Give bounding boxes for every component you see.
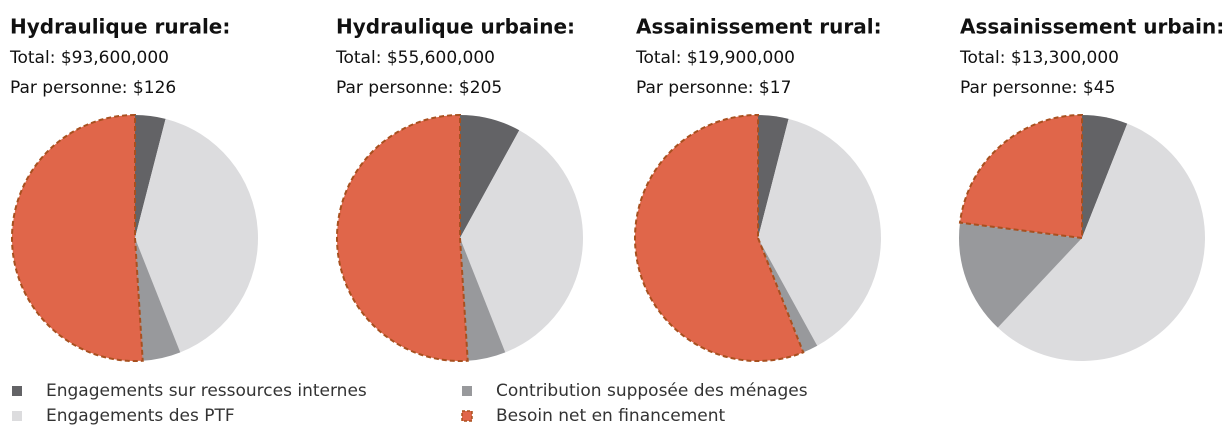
pie-slice: [335, 113, 469, 362]
pie-title: Assainissement rural:: [636, 15, 882, 39]
pie-slice: [997, 123, 1206, 362]
total-label: Total: $55,600,000: [335, 48, 495, 68]
pie-slice: [758, 238, 818, 353]
pie-slice: [10, 113, 144, 362]
pie-slice: [460, 238, 506, 361]
legend-swatch: [461, 410, 473, 422]
pie-slice: [634, 113, 805, 362]
pie-title: Hydraulique rurale:: [10, 15, 230, 39]
pie-slice: [135, 118, 258, 353]
legend-swatch: [12, 386, 22, 396]
pie-slice: [135, 238, 181, 361]
legend-label: Contribution supposée des ménages: [496, 381, 808, 401]
legend-label: Besoin net en financement: [496, 406, 725, 426]
per-person-label: Par personne: $126: [10, 78, 176, 98]
pie-title: Hydraulique urbaine:: [336, 15, 575, 39]
pie-slice: [460, 130, 583, 353]
total-label: Total: $93,600,000: [9, 48, 169, 68]
pie-slice: [958, 113, 1083, 240]
legend-label: Engagements des PTF: [46, 406, 235, 426]
legend-swatch: [462, 386, 472, 396]
total-label: Total: $13,300,000: [959, 48, 1119, 68]
pie-slice: [959, 222, 1082, 328]
pie-slice: [1082, 115, 1128, 238]
pie-slice: [758, 115, 789, 238]
per-person-label: Par personne: $17: [636, 78, 791, 98]
legend-swatch: [12, 411, 22, 421]
per-person-label: Par personne: $45: [960, 78, 1115, 98]
legend-label: Engagements sur ressources internes: [46, 381, 367, 401]
pie-slice: [135, 115, 166, 238]
total-label: Total: $19,900,000: [635, 48, 795, 68]
per-person-label: Par personne: $205: [336, 78, 502, 98]
pie-slice: [460, 115, 520, 238]
pie-title: Assainissement urbain:: [960, 15, 1223, 39]
pie-slice: [758, 118, 881, 346]
